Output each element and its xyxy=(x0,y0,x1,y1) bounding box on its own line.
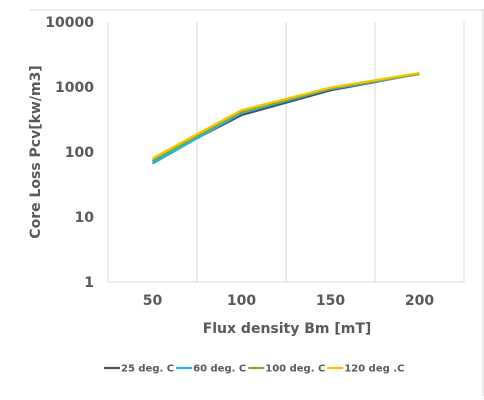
legend-label-1: 25 deg. C xyxy=(121,364,174,375)
grid-lines xyxy=(107,22,465,283)
x-tick-label: 50 xyxy=(143,293,163,309)
x-tick-label: 150 xyxy=(316,293,345,309)
legend-label-2: 60 deg. C xyxy=(193,364,246,375)
series-line-4 xyxy=(151,71,420,160)
series-lines xyxy=(151,71,420,165)
tick-labels: 50 100 150 200 1 10 100 1000 10000 xyxy=(45,15,434,309)
y-tick-label: 100 xyxy=(65,145,94,161)
x-tick-label: 100 xyxy=(227,293,256,309)
legend-label-4: 120 deg .C xyxy=(344,364,404,375)
y-axis-title: Core Loss Pcv[kw/m3] xyxy=(28,65,44,238)
x-axis-title: Flux density Bm [mT] xyxy=(203,321,372,337)
y-tick-label: 1 xyxy=(84,275,94,291)
legend: 25 deg. C 60 deg. C 100 deg. C 120 deg .C xyxy=(104,364,404,375)
y-tick-label: 10 xyxy=(75,210,95,226)
y-tick-label: 1000 xyxy=(55,80,94,96)
y-tick-label: 10000 xyxy=(45,15,94,31)
x-tick-label: 200 xyxy=(405,293,434,309)
legend-label-3: 100 deg. C xyxy=(265,364,325,375)
